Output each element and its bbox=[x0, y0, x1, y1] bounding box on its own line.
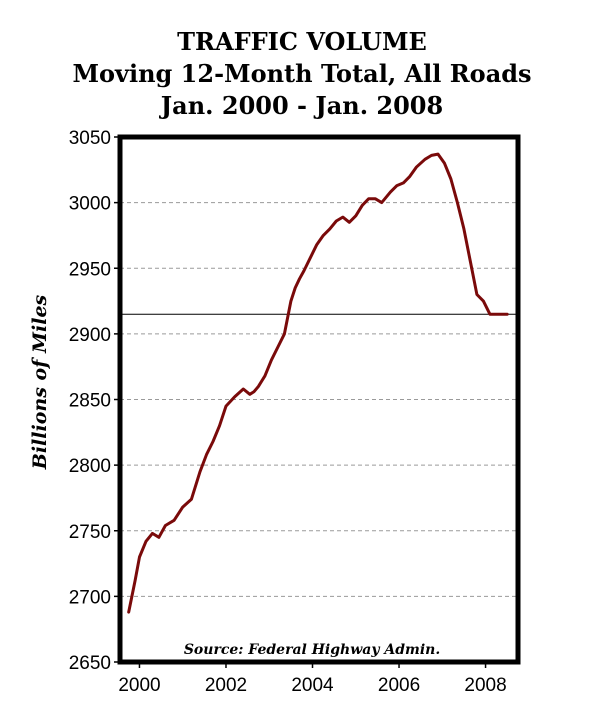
y-tick-label-3000: 3000 bbox=[69, 194, 111, 215]
x-tick-label-2008: 2008 bbox=[464, 675, 506, 696]
y-tick-label-2700: 2700 bbox=[69, 587, 111, 608]
series-line-traffic-volume bbox=[127, 152, 509, 614]
y-tick-label-2800: 2800 bbox=[69, 456, 111, 477]
y-tick-label-2850: 2850 bbox=[69, 391, 111, 412]
chart-title: TRAFFIC VOLUME bbox=[177, 27, 427, 56]
y-tick-label-3050: 3050 bbox=[69, 128, 111, 149]
source-annotation: Source: Federal Highway Admin. bbox=[184, 642, 440, 658]
chart-date-range: Jan. 2000 - Jan. 2008 bbox=[160, 91, 444, 120]
x-tick-label-2000: 2000 bbox=[118, 675, 160, 696]
gridlines bbox=[120, 202, 518, 597]
chart-title-block: TRAFFIC VOLUME Moving 12-Month Total, Al… bbox=[0, 26, 604, 122]
x-tick-label-2002: 2002 bbox=[205, 675, 247, 696]
y-tick-label-2750: 2750 bbox=[69, 522, 111, 543]
y-tick-label-2650: 2650 bbox=[69, 653, 111, 674]
y-axis-ticks: 2650 2700 2750 2800 2850 2900 2950 3000 3050 bbox=[69, 128, 120, 674]
chart-subtitle: Moving 12-Month Total, All Roads bbox=[72, 59, 532, 88]
x-tick-label-2004: 2004 bbox=[291, 675, 334, 696]
y-axis-label: Billions of Miles bbox=[29, 294, 51, 470]
y-tick-label-2950: 2950 bbox=[69, 259, 111, 280]
x-axis-ticks: 2000 2002 2004 2006 2008 bbox=[118, 662, 507, 696]
y-tick-label-2900: 2900 bbox=[69, 325, 111, 346]
x-tick-label-2006: 2006 bbox=[378, 675, 420, 696]
